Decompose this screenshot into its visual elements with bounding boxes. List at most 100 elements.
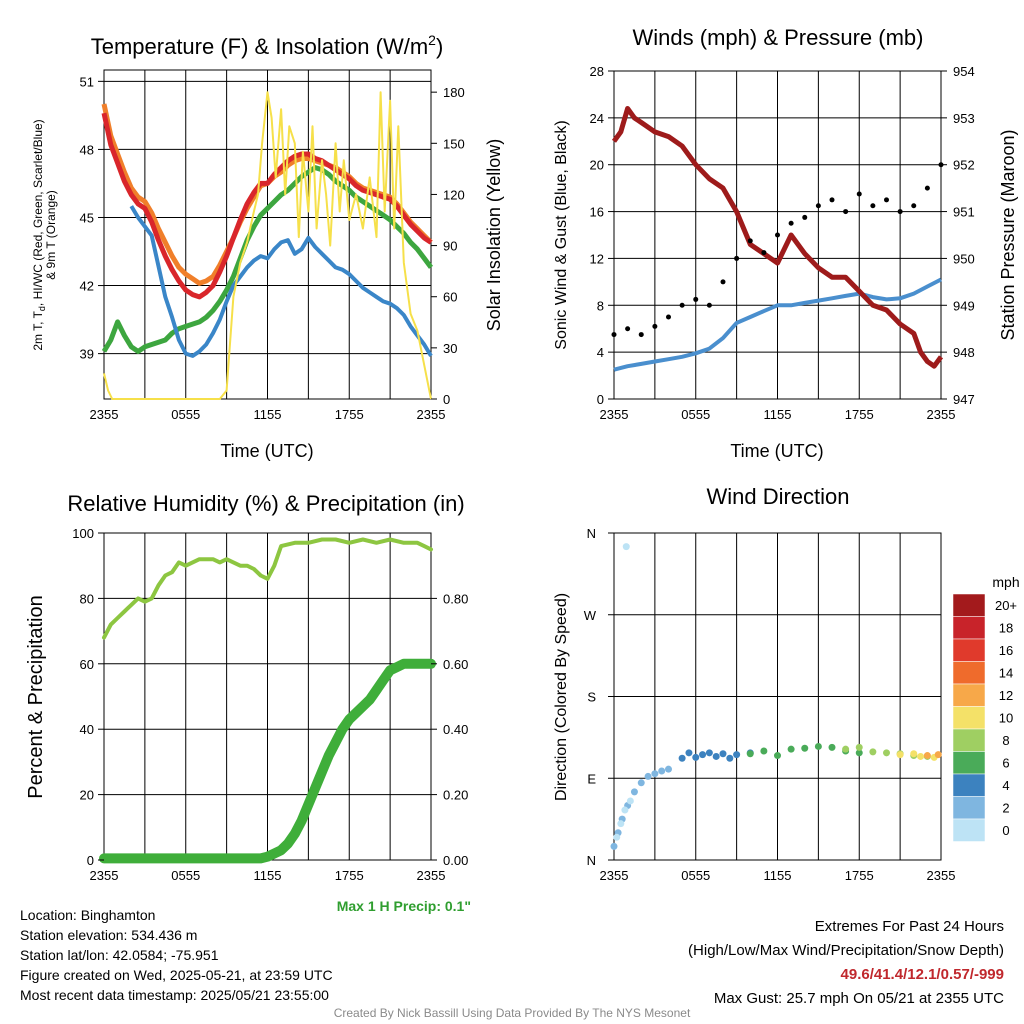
dir-point xyxy=(719,750,727,758)
station-info: Location: Binghamton Station elevation: … xyxy=(20,905,333,1005)
dir-xtick-label: 2355 xyxy=(600,868,629,883)
legend-label: 4 xyxy=(1002,778,1009,793)
legend-label: 14 xyxy=(999,666,1013,681)
legend-swatch xyxy=(952,796,986,820)
dir-point xyxy=(896,751,904,759)
legend-swatch xyxy=(952,683,986,707)
legend-swatch xyxy=(952,593,986,617)
dir-ylabel-left: Direction (Colored By Speed) xyxy=(553,593,570,801)
legend-label: 18 xyxy=(999,621,1013,636)
legend-swatch xyxy=(952,818,986,842)
wind-gust-point xyxy=(829,197,835,203)
dir-point xyxy=(842,745,850,753)
wind-gust-point xyxy=(734,255,740,261)
max-gust-text: Max Gust: 25.7 mph On 05/21 at 2355 UTC xyxy=(713,990,1004,1007)
rh-panel: Relative Humidity (%) & Precipitation (i… xyxy=(25,491,471,914)
legend-label: 16 xyxy=(999,643,1013,658)
wind-ytick-label: 24 xyxy=(590,111,604,126)
legend-label: 10 xyxy=(999,711,1013,726)
wind-y2tick-label: 947 xyxy=(953,392,975,407)
temp-y2tick-label: 0 xyxy=(443,392,450,407)
dir-point xyxy=(637,779,645,787)
dir-xtick-label: 1755 xyxy=(845,868,874,883)
dir-point xyxy=(622,543,630,551)
wind-gust-point xyxy=(802,214,808,220)
temp-ylabel-left: 2m T, Td, HI/WC (Red, Green, Scarlet/Blu… xyxy=(31,119,58,350)
wind-grid xyxy=(614,70,941,400)
wind-ytick-label: 20 xyxy=(590,158,604,173)
legend-swatch xyxy=(952,728,986,752)
latlon-text: Station lat/lon: 42.0584; -75.951 xyxy=(20,947,219,963)
wind-ylabel-left: Sonic Wind & Gust (Blue, Black) xyxy=(553,120,570,349)
rh-y2tick-label: 0.20 xyxy=(443,788,468,803)
dir-ytick-label: S xyxy=(587,690,596,705)
rh-xtick-label: 0555 xyxy=(171,868,200,883)
legend-swatch xyxy=(952,638,986,662)
wind-gust-point xyxy=(761,250,767,256)
legend-label: 2 xyxy=(1002,801,1009,816)
wind-gust-point xyxy=(775,232,780,238)
dir-point xyxy=(814,742,822,750)
wind-gust-point xyxy=(924,185,930,191)
dir-point xyxy=(746,750,754,758)
wind-gust-point xyxy=(652,323,658,329)
wind-gust-point xyxy=(693,296,699,302)
dir-ytick-label: N xyxy=(587,526,596,541)
temp-series-group xyxy=(101,91,434,400)
legend-title: mph xyxy=(992,574,1019,590)
rh-y2tick-label: 0.00 xyxy=(443,853,468,868)
dir-point xyxy=(828,743,836,751)
wind-gust-point xyxy=(788,220,794,226)
rh-ytick-label: 100 xyxy=(72,526,94,541)
wind-y2tick-label: 954 xyxy=(953,64,975,79)
rh-ytick-label: 60 xyxy=(80,657,94,672)
dir-point xyxy=(855,749,863,757)
legend-swatch xyxy=(952,706,986,730)
wind-gust-point xyxy=(638,332,644,338)
dir-point xyxy=(665,765,672,773)
temp-xtick-label: 0555 xyxy=(171,407,200,422)
dir-point xyxy=(774,752,781,760)
dir-point xyxy=(705,749,713,757)
wind-gust-point xyxy=(611,332,617,338)
rh-ylabel-left: Percent & Precipitation xyxy=(25,595,47,798)
dir-point xyxy=(855,743,863,751)
wind-ytick-label: 16 xyxy=(590,205,604,220)
wind-y2tick-label: 950 xyxy=(953,251,975,266)
location-text: Location: Binghamton xyxy=(20,907,156,923)
legend-swatch xyxy=(952,751,986,775)
svg-text:2m T, Td, HI/WC (Red, Green, S: 2m T, Td, HI/WC (Red, Green, Scarlet/Blu… xyxy=(31,119,47,350)
temp-ticks: 2355 0555 1155 1755 2355 39 42 45 48 51 0 30 60 90 120… xyxy=(80,74,465,422)
wind-gust-point xyxy=(625,326,631,332)
wind-ytick-label: 4 xyxy=(597,345,604,360)
rh-title: Relative Humidity (%) & Precipitation (i… xyxy=(67,491,464,516)
rh-series-line xyxy=(102,537,433,640)
dir-point xyxy=(699,751,707,759)
dir-point xyxy=(917,752,925,760)
wind-gust-point xyxy=(856,191,862,197)
rh-xtick-label: 1755 xyxy=(335,868,364,883)
dir-point xyxy=(712,752,720,760)
temp-xtick-label: 2355 xyxy=(90,407,119,422)
extremes-block: Extremes For Past 24 Hours (High/Low/Max… xyxy=(688,915,1004,1011)
rh-y2tick-label: 0.80 xyxy=(443,591,468,606)
rh-ytick-label: 40 xyxy=(80,722,94,737)
rh-series-group xyxy=(99,537,436,864)
temp-y2tick-label: 180 xyxy=(443,85,465,100)
wind-gust-point xyxy=(666,314,671,320)
legend-label: 12 xyxy=(999,688,1013,703)
rh-series-line xyxy=(99,658,436,864)
dir-point xyxy=(617,820,625,828)
dir-ytick-label: W xyxy=(584,608,597,623)
temp-y2tick-label: 30 xyxy=(443,341,457,356)
temp-series-line xyxy=(103,91,432,400)
wind-gust-point xyxy=(720,279,726,285)
temp-ytick-label: 45 xyxy=(80,210,94,225)
dir-xtick-label: 1155 xyxy=(764,868,792,883)
temp-series-line xyxy=(129,205,433,358)
wind-y2tick-label: 948 xyxy=(953,345,975,360)
dir-point xyxy=(726,754,734,762)
wind-gust-point xyxy=(897,209,903,215)
wind-gust-point xyxy=(884,197,889,203)
extremes-values: 49.6/41.4/12.1/0.57/-999 xyxy=(840,966,1004,983)
